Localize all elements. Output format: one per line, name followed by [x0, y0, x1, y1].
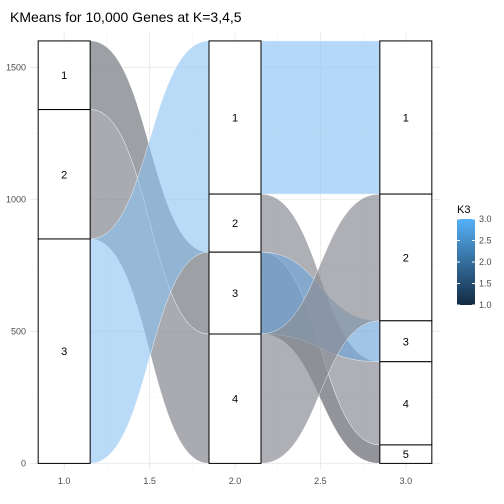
x-tick-label: 2.0 [229, 476, 242, 486]
stratum-label: 1 [232, 112, 238, 124]
stratum-box [379, 444, 433, 464]
strata: 1 2 3 1 2 3 4 1 2 3 4 5 [37, 40, 433, 464]
x-tick-label: 2.5 [314, 476, 327, 486]
legend-colorbar [457, 219, 475, 305]
stratum-label: 4 [232, 394, 238, 406]
color-legend: K3 1.0 1.5 2.0 2.5 3.0 [457, 204, 492, 310]
stratum-box [379, 320, 433, 363]
stratum-box [208, 333, 262, 464]
stratum-box [37, 238, 91, 464]
x-axis-ticks: 1.0 1.5 2.0 2.5 3.0 [58, 476, 412, 486]
stratum-box [208, 40, 262, 195]
stratum-box [37, 109, 91, 240]
stratum-box [208, 193, 262, 253]
stratum-label: 3 [61, 346, 67, 358]
x-tick-label: 3.0 [400, 476, 413, 486]
y-tick-label: 1000 [6, 194, 26, 204]
alluvial-flows [89, 40, 381, 464]
stratum-label: 3 [403, 336, 409, 348]
stratum-label: 2 [403, 252, 409, 264]
legend-tick-label: 3.0 [479, 214, 492, 224]
legend-tick-label: 2.0 [479, 257, 492, 267]
x-tick-label: 1.5 [143, 476, 156, 486]
y-axis-ticks: 0 500 1000 1500 [6, 62, 26, 468]
stratum-label: 1 [61, 70, 67, 82]
y-tick-label: 0 [21, 458, 26, 468]
y-tick-label: 500 [11, 326, 26, 336]
stratum-box [379, 40, 433, 195]
stratum-label: 3 [232, 288, 238, 300]
stratum-label: 5 [403, 449, 409, 461]
legend-tick-label: 1.5 [479, 279, 492, 289]
legend-tick-label: 1.0 [479, 300, 492, 310]
legend-tick-label: 2.5 [479, 236, 492, 246]
stratum-label: 4 [403, 398, 409, 410]
y-tick-label: 1500 [6, 62, 26, 72]
legend-title: K3 [457, 204, 470, 216]
x-tick-label: 1.0 [58, 476, 71, 486]
stratum-label: 2 [61, 169, 67, 181]
chart-title: KMeans for 10,000 Genes at K=3,4,5 [10, 9, 242, 25]
stratum-label: 1 [403, 112, 409, 124]
stratum-box [37, 40, 91, 111]
alluvial-flow [260, 40, 381, 195]
stratum-box [379, 193, 433, 322]
stratum-label: 2 [232, 218, 238, 230]
